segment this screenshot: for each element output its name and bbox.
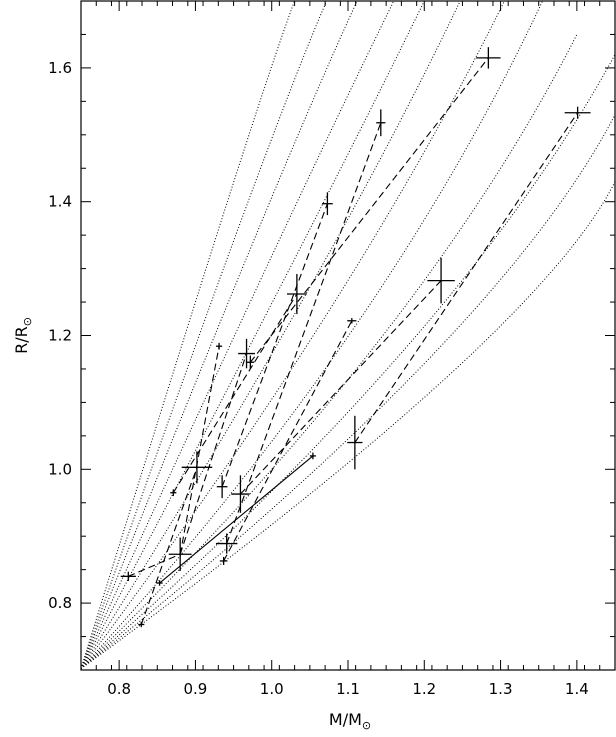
x-tick-label: 1.3: [489, 680, 513, 698]
isochrone-curve: [80, 0, 461, 669]
x-axis-solar-subscript: ⊙: [362, 719, 371, 732]
isochrone-curve: [80, 0, 296, 669]
y-axis-title-text: R/R: [12, 326, 31, 354]
x-tick-label: 0.9: [183, 680, 207, 698]
dashed-binary-link: [172, 293, 298, 494]
x-axis-title-text: M/M: [329, 710, 362, 729]
data-point: [427, 257, 455, 304]
data-point: [216, 475, 228, 499]
data-point: [120, 571, 136, 582]
data-point: [347, 318, 357, 324]
isochrone-curves: [80, 0, 616, 670]
y-tick-label: 1.6: [48, 59, 72, 77]
x-tick-label: 0.8: [107, 680, 131, 698]
dashed-binary-link: [128, 553, 181, 577]
isochrone-curve: [80, 0, 395, 669]
data-point: [347, 415, 363, 470]
data-point: [231, 475, 250, 513]
isochrone-curve: [80, 0, 358, 669]
isochrone-curve: [80, 114, 616, 670]
dashed-binary-link: [221, 203, 328, 487]
data-point: [246, 355, 255, 369]
data-point: [376, 109, 386, 137]
dashed-binary-link: [240, 280, 442, 495]
tick-labels: 0.8 0.9 1.0 1.1 1.2 1.3 1.4 0.8 1.0 1.2 1.4 1.6: [48, 59, 589, 698]
data-point: [238, 338, 255, 369]
binary-links: [128, 57, 579, 625]
y-axis-solar-subscript: ⊙: [21, 317, 34, 326]
data-point: [309, 452, 316, 460]
data-point: [138, 621, 145, 628]
dashed-binary-link: [140, 467, 198, 625]
dashed-binary-link: [226, 122, 382, 544]
isochrone-curve: [80, 181, 616, 670]
data-point: [170, 489, 177, 497]
dashed-binary-link: [354, 112, 579, 443]
y-axis-title: R/R⊙: [12, 317, 34, 354]
y-tick-label: 1.2: [48, 327, 72, 345]
data-point: [476, 47, 501, 69]
data-point: [168, 537, 192, 571]
data-point: [216, 533, 238, 554]
x-tick-label: 1.4: [565, 680, 589, 698]
y-tick-label: 0.8: [48, 594, 72, 612]
dashed-binary-link: [249, 57, 489, 363]
dashed-binary-link: [223, 320, 353, 562]
isochrone-curve: [80, 54, 616, 670]
isochrone-curve: [80, 0, 328, 669]
data-point: [181, 451, 213, 484]
data-point: [156, 580, 163, 586]
y-tick-label: 1.0: [48, 460, 72, 478]
data-point: [286, 273, 307, 315]
data-points: [120, 47, 591, 628]
data-point: [219, 556, 228, 565]
solid-binary-link: [159, 455, 314, 584]
data-point: [216, 342, 223, 350]
x-axis-title: M/M⊙: [329, 710, 371, 732]
isochrone-curve: [80, 0, 543, 669]
data-point: [322, 192, 333, 216]
isochrone-curve: [80, 0, 505, 669]
isochrone-curve: [80, 0, 425, 669]
axis-ticks: [80, 0, 616, 671]
x-tick-label: 1.1: [336, 680, 360, 698]
x-tick-label: 1.2: [412, 680, 436, 698]
y-tick-label: 1.4: [48, 193, 72, 211]
x-tick-label: 1.0: [260, 680, 284, 698]
data-point: [564, 106, 591, 119]
isochrone-curve: [80, 34, 578, 670]
dashed-binary-link: [179, 353, 248, 555]
